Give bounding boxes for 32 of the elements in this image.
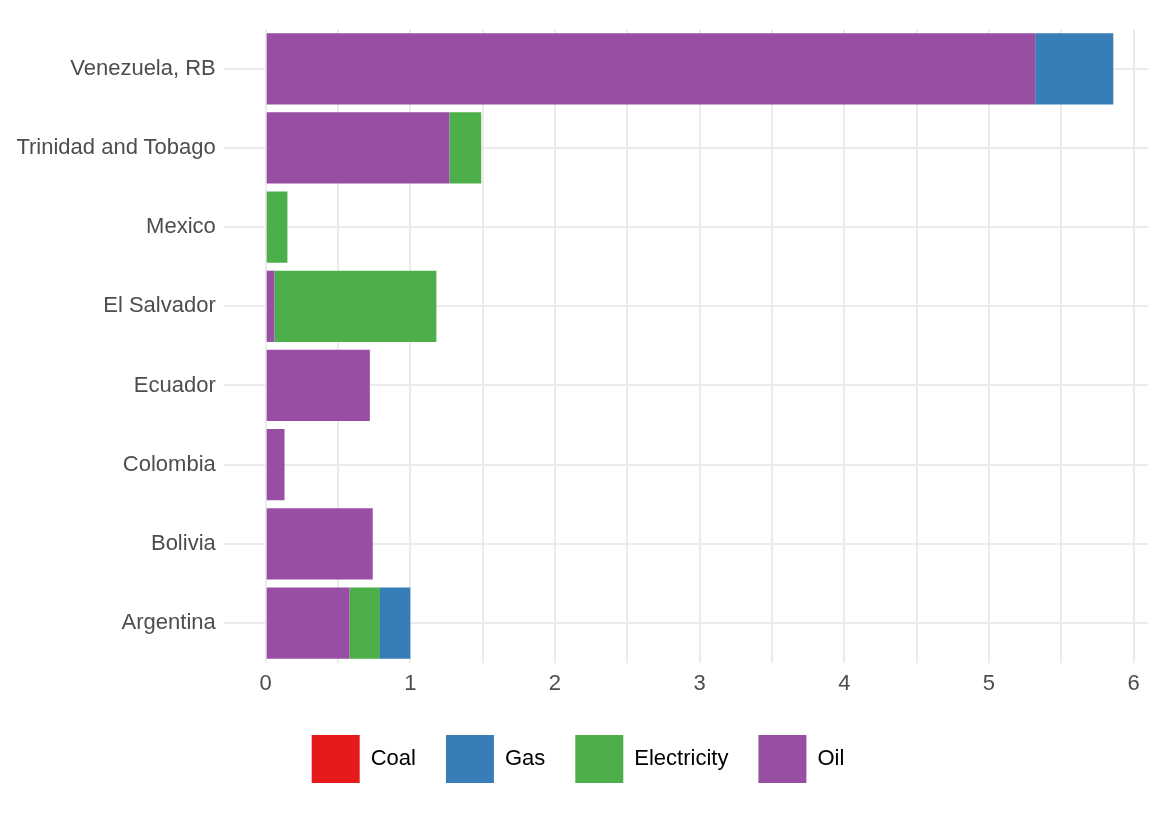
- bar: [266, 587, 350, 659]
- bar: [274, 270, 437, 342]
- bar: [349, 587, 380, 659]
- bar: [266, 349, 370, 422]
- x-tick-label: 2: [548, 669, 562, 695]
- legend-label: Electricity: [634, 745, 729, 771]
- legend-label: Coal: [370, 745, 416, 771]
- y-tick-label: Argentina: [121, 609, 217, 635]
- bar: [266, 508, 373, 580]
- bar: [379, 587, 411, 659]
- legend-label: Gas: [504, 745, 546, 771]
- bar: [266, 270, 275, 342]
- x-tick-label: 3: [693, 669, 706, 695]
- x-tick-label: 5: [982, 669, 996, 695]
- y-tick-label: Ecuador: [133, 371, 216, 397]
- x-tick-label: 6: [1127, 669, 1140, 695]
- y-tick-label: Mexico: [146, 213, 216, 239]
- x-tick-label: 1: [404, 669, 417, 695]
- bar: [449, 112, 482, 184]
- y-tick-label: Colombia: [122, 450, 217, 476]
- legend-label: Oil: [817, 745, 845, 771]
- x-tick-label: 4: [838, 669, 851, 695]
- y-tick-label: El Salvador: [103, 292, 216, 318]
- bar: [1035, 33, 1114, 105]
- y-tick-label: Venezuela, RB: [70, 54, 216, 80]
- bar: [266, 112, 450, 184]
- y-tick-label: Bolivia: [150, 529, 217, 555]
- y-tick-label: Trinidad and Tobago: [16, 134, 216, 160]
- bar: [266, 429, 285, 501]
- bar: [266, 33, 1036, 105]
- x-tick-label: 0: [259, 669, 272, 695]
- bar: [266, 191, 288, 263]
